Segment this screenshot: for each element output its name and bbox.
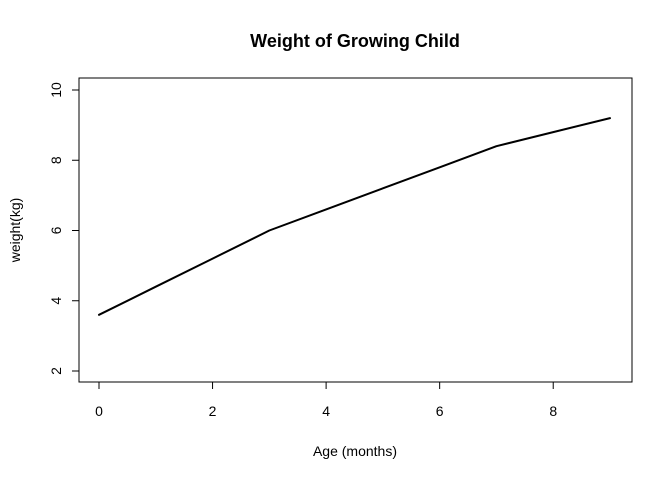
y-tick-label: 4 bbox=[48, 297, 64, 305]
x-tick-label: 6 bbox=[436, 403, 444, 419]
x-tick-label: 4 bbox=[322, 403, 330, 419]
x-axis: 0 2 4 6 8 bbox=[95, 381, 557, 419]
chart-title: Weight of Growing Child bbox=[250, 31, 460, 51]
y-tick-label: 2 bbox=[48, 367, 64, 375]
y-tick-label: 10 bbox=[48, 82, 64, 98]
y-axis: 2 4 6 8 10 bbox=[48, 82, 80, 375]
x-axis-label: Age (months) bbox=[313, 443, 397, 459]
y-axis-label: weight(kg) bbox=[7, 198, 23, 264]
series-line-weight bbox=[98, 117, 611, 316]
plot-frame bbox=[78, 77, 633, 383]
x-tick-label: 0 bbox=[95, 403, 103, 419]
y-tick-label: 6 bbox=[48, 226, 64, 234]
series-layer bbox=[98, 117, 611, 316]
y-tick-label: 8 bbox=[48, 156, 64, 164]
x-tick-label: 2 bbox=[209, 403, 217, 419]
x-tick-label: 8 bbox=[549, 403, 557, 419]
